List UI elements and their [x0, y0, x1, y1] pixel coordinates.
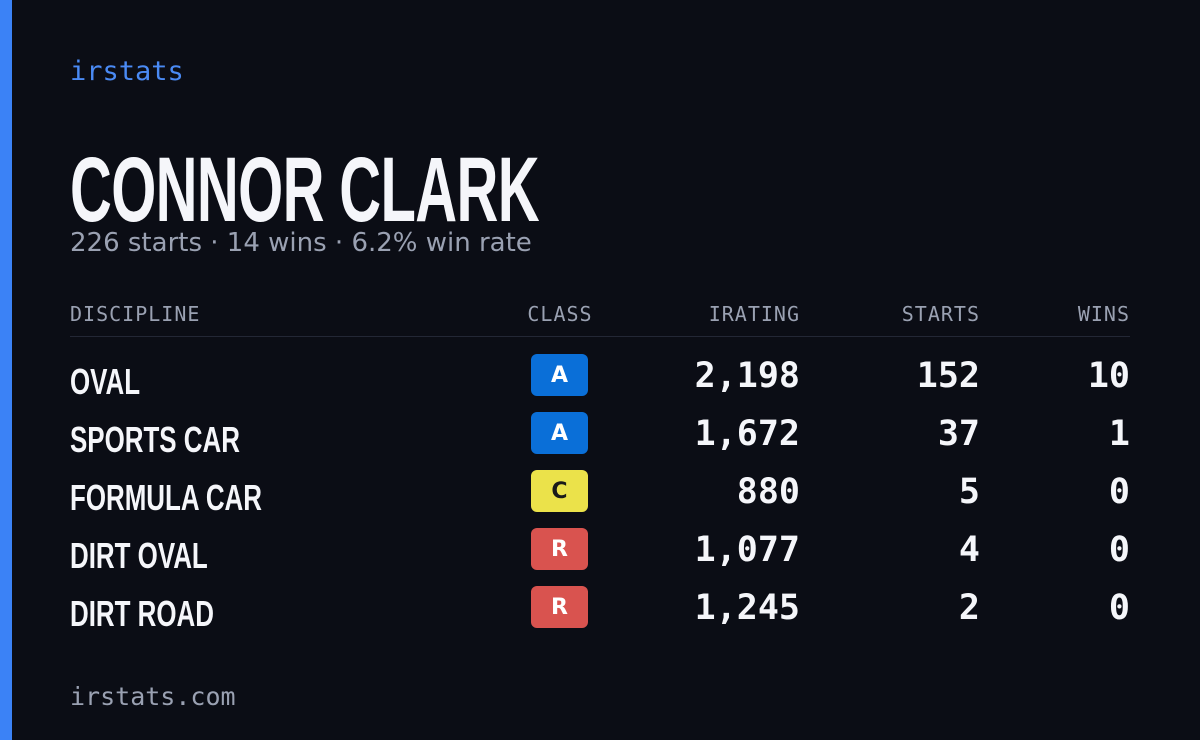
accent-bar [0, 0, 12, 740]
summary: 226 starts · 14 wins · 6.2% win rate [70, 228, 532, 258]
starts: 37 [937, 414, 980, 454]
irating: 880 [736, 472, 800, 512]
class-badge: A [531, 412, 588, 454]
class-badge: R [531, 528, 588, 570]
discipline: DIRT OVAL [70, 535, 208, 576]
irating: 2,198 [694, 356, 800, 396]
driver-name: CONNOR CLARK [70, 139, 540, 241]
discipline: FORMULA CAR [70, 477, 262, 518]
wins: 0 [1108, 472, 1130, 512]
class-badge: R [531, 586, 588, 628]
starts: 2 [958, 588, 980, 628]
header-rule [70, 336, 1130, 337]
starts: 4 [958, 530, 980, 570]
wins: 10 [1087, 356, 1130, 396]
brand: irstats [70, 56, 184, 87]
class-badge: A [531, 354, 588, 396]
wins: 0 [1108, 530, 1130, 570]
wins: 1 [1108, 414, 1130, 454]
footer: irstats.com [70, 682, 236, 711]
discipline: DIRT ROAD [70, 593, 214, 634]
irating: 1,245 [694, 588, 800, 628]
irating: 1,077 [694, 530, 800, 570]
column-header: IRATING [708, 302, 800, 326]
column-header: STARTS [901, 302, 980, 326]
discipline: OVAL [70, 361, 141, 402]
discipline: SPORTS CAR [70, 419, 240, 460]
starts: 5 [958, 472, 980, 512]
class-badge: C [531, 470, 588, 512]
starts: 152 [916, 356, 980, 396]
irating: 1,672 [694, 414, 800, 454]
wins: 0 [1108, 588, 1130, 628]
column-header: CLASS [527, 302, 593, 326]
column-header: WINS [1077, 302, 1130, 326]
column-header: DISCIPLINE [70, 302, 201, 326]
